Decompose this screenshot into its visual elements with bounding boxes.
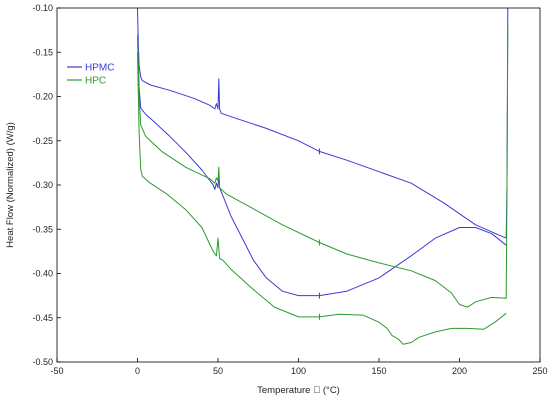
y-tick-label: -0.25 [32,136,53,146]
legend-label-hpmc: HPMC [85,63,114,74]
y-tick-label: -0.10 [32,3,53,13]
x-tick-label: 50 [213,366,223,376]
y-tick-label: -0.35 [32,224,53,234]
x-axis-title: Temperature   (°C) [257,385,340,396]
series-line-hpmc-2 [137,34,507,297]
y-tick-label: -0.30 [32,180,53,190]
legend: HPMC HPC [67,63,114,87]
y-tick-label: -0.50 [32,357,53,367]
series-line-hpc-1 [137,25,509,308]
y-tick-label: -0.20 [32,92,53,102]
x-tick-label: 100 [291,366,306,376]
y-tick-label: -0.45 [32,313,53,323]
series-line-hpc-2 [137,52,507,345]
tick-layer: -50 0 50 100 150 200 250 -0.10 -0.15 -0.20 -0.25 -0… [32,3,547,376]
x-tick-label: 150 [371,366,386,376]
y-axis-title: Heat Flow (Normalized) (W/g) [5,122,16,248]
series-line-hpmc-1 [137,7,509,239]
x-tick-label: 200 [452,366,467,376]
series-layer [137,7,509,345]
x-tick-label: -50 [50,366,63,376]
y-tick-label: -0.15 [32,47,53,57]
x-tick-label: 250 [532,366,547,376]
y-tick-label: -0.40 [32,269,53,279]
legend-label-hpc: HPC [85,76,106,87]
x-tick-label: 0 [135,366,140,376]
